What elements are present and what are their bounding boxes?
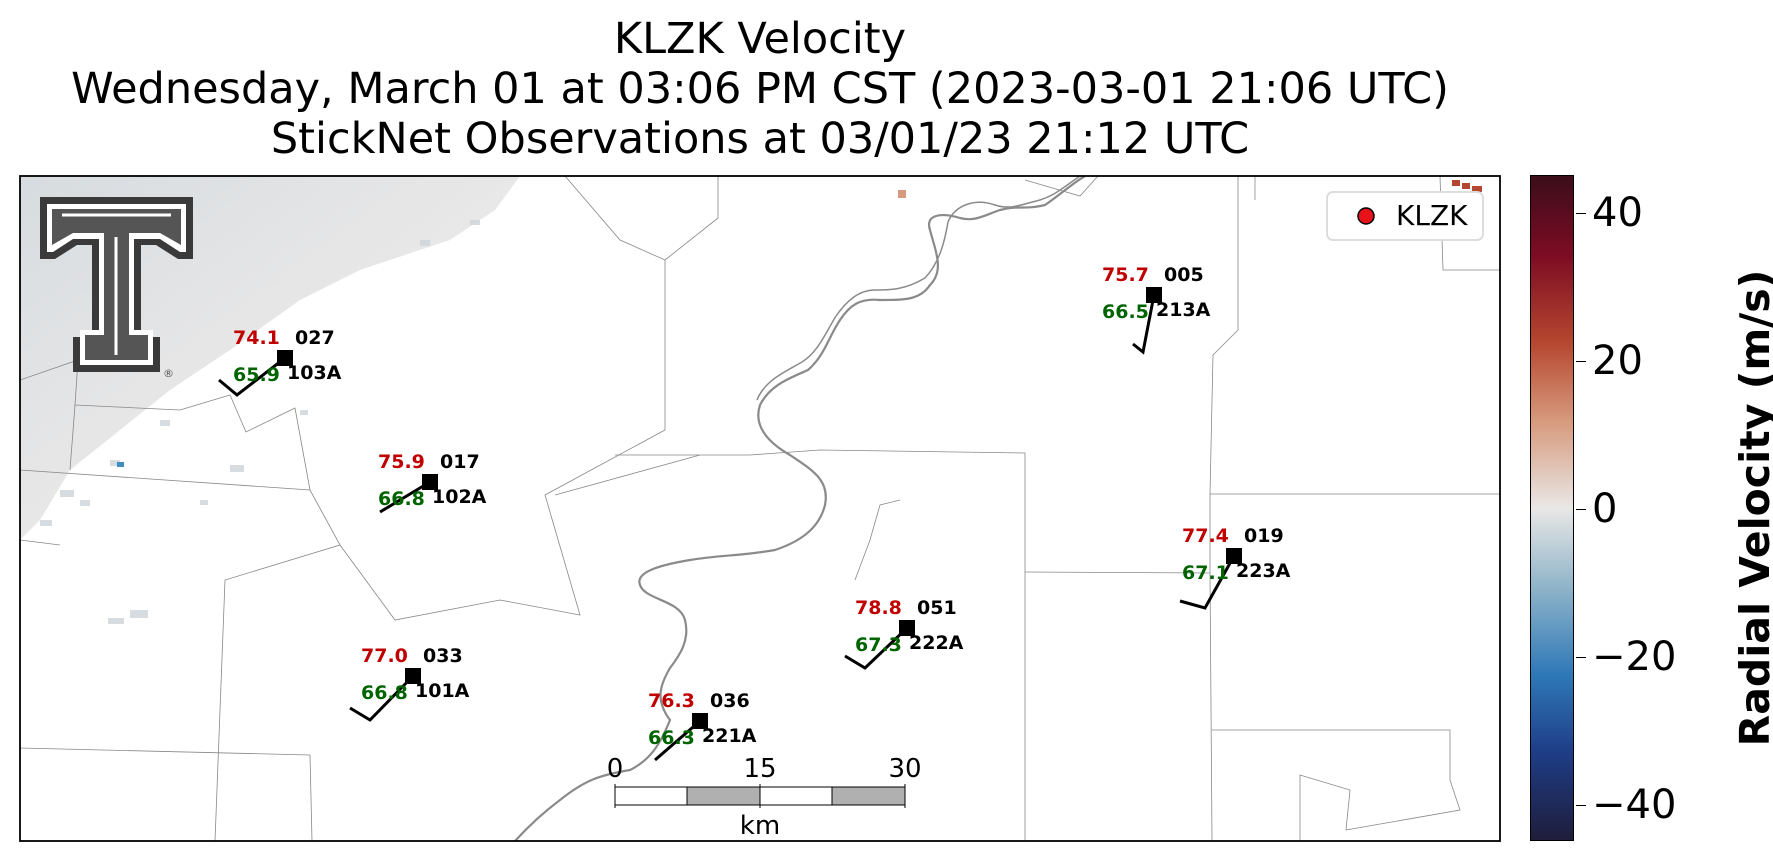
registered-mark: ®: [163, 367, 174, 380]
station-marker: [1226, 548, 1242, 564]
station-marker: [422, 474, 438, 490]
colorbar-title: Radial Velocity (m/s): [1731, 269, 1773, 747]
station-plot: 76.3 036 66.3 221A: [648, 690, 757, 762]
colorbar: [1530, 175, 1574, 841]
station-sensor: 102A: [432, 486, 487, 508]
colorbar-tick: [1576, 805, 1586, 806]
station-plots: 74.1 027 65.9 103A 75.9 017 66.8 102A 77.0 033 66.…: [218, 264, 1291, 762]
station-plot: 75.9 017 66.8 102A: [378, 451, 487, 514]
arkansas-river: [514, 176, 1086, 841]
colorbar-label-neg40: −40: [1592, 782, 1677, 828]
wind-barb: [218, 356, 286, 397]
station-plot: 77.0 033 66.8 101A: [349, 645, 470, 722]
station-id: 005: [1164, 264, 1204, 286]
station-temperature: 75.9: [378, 451, 425, 473]
station-temperature: 75.7: [1102, 264, 1149, 286]
arkansas-river-bank: [756, 176, 1081, 401]
station-temperature: 77.4: [1182, 525, 1229, 547]
scale-tick-30: 30: [888, 754, 921, 784]
scale-tick-15: 15: [743, 754, 776, 784]
station-dewpoint: 67.3: [855, 634, 902, 656]
radar-velocity-returns: [20, 176, 520, 540]
colorbar-label-0: 0: [1592, 486, 1618, 532]
colorbar-label-neg20: −20: [1592, 634, 1677, 680]
station-marker: [692, 713, 708, 729]
legend-marker: [1357, 207, 1375, 225]
station-marker: [899, 620, 915, 636]
station-marker: [277, 350, 293, 366]
station-plot: 75.7 005 66.5 213A: [1102, 264, 1211, 355]
station-dewpoint: 67.1: [1182, 562, 1229, 584]
station-marker: [405, 668, 421, 684]
legend: KLZK: [1326, 191, 1484, 241]
station-dewpoint: 66.8: [361, 682, 408, 704]
station-id: 027: [295, 327, 335, 349]
station-dewpoint: 66.3: [648, 727, 695, 749]
map-title-line-3: StickNet Observations at 03/01/23 21:12 …: [270, 114, 1250, 164]
station-sensor: 103A: [287, 362, 342, 384]
colorbar-tick: [1576, 361, 1586, 362]
map-title-line-2: Wednesday, March 01 at 03:06 PM CST (202…: [71, 64, 1449, 114]
radar-speckle-red: [898, 180, 1482, 198]
station-dewpoint: 65.9: [233, 364, 280, 386]
station-plot: 74.1 027 65.9 103A: [218, 327, 342, 397]
station-dewpoint: 66.5: [1102, 301, 1149, 323]
radar-speckle: [40, 220, 480, 624]
wind-barb: [1179, 555, 1236, 610]
wind-barb: [1132, 294, 1156, 355]
texas-tech-logo: [40, 197, 193, 372]
map-frame: [19, 175, 1501, 842]
station-temperature: 76.3: [648, 690, 695, 712]
colorbar-tick: [1576, 213, 1586, 214]
wind-barb: [844, 626, 909, 670]
colorbar-label-40: 40: [1592, 190, 1643, 236]
map-title-line-1: KLZK Velocity: [613, 14, 907, 64]
station-sensor: 223A: [1236, 560, 1291, 582]
station-sensor: 213A: [1156, 299, 1211, 321]
station-temperature: 78.8: [855, 597, 902, 619]
scale-tick-0: 0: [607, 754, 624, 784]
station-marker: [1146, 287, 1162, 303]
colorbar-tick: [1576, 657, 1586, 658]
station-id: 017: [440, 451, 480, 473]
station-id: 033: [423, 645, 463, 667]
station-dewpoint: 66.8: [378, 488, 425, 510]
station-sensor: 101A: [415, 680, 470, 702]
radar-speckle-blue: [117, 462, 124, 467]
station-temperature: 74.1: [233, 327, 280, 349]
colorbar-label-20: 20: [1592, 338, 1643, 384]
station-plot: 77.4 019 67.1 223A: [1179, 525, 1291, 610]
scale-unit: km: [740, 811, 780, 841]
station-sensor: 222A: [909, 632, 964, 654]
wind-barb: [349, 674, 415, 722]
station-id: 036: [710, 690, 750, 712]
scale-bar: 0 15 30 km: [607, 754, 922, 841]
station-temperature: 77.0: [361, 645, 408, 667]
station-sensor: 221A: [702, 725, 757, 747]
station-id: 019: [1244, 525, 1284, 547]
wind-barb: [379, 480, 431, 514]
legend-label: KLZK: [1396, 199, 1468, 232]
station-plot: 78.8 051 67.3 222A: [844, 597, 964, 670]
county-boundaries: [20, 176, 1500, 841]
colorbar-tick: [1576, 509, 1586, 510]
station-id: 051: [917, 597, 957, 619]
